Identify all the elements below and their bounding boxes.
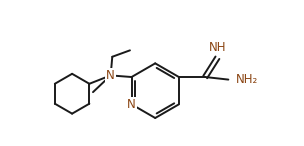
Text: NH: NH (209, 41, 227, 54)
Text: NH₂: NH₂ (235, 73, 258, 86)
Text: N: N (106, 69, 115, 82)
Text: N: N (127, 98, 136, 111)
